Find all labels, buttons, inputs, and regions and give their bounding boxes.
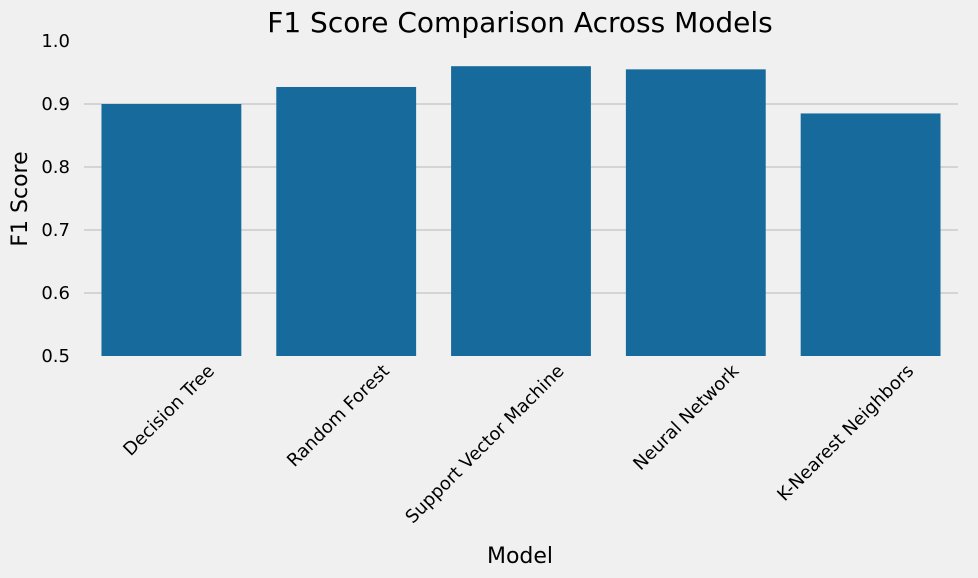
bar-support-vector-machine xyxy=(451,66,591,356)
bars-group xyxy=(101,66,941,357)
y-tick-label: 0.5 xyxy=(41,346,70,367)
y-tick-label: 0.7 xyxy=(41,220,70,241)
bar-k-nearest-neighbors xyxy=(800,113,941,356)
bar-neural-network xyxy=(625,69,766,356)
y-axis-ticks: 0.5 0.6 0.7 0.8 0.9 1.0 xyxy=(41,31,70,367)
y-axis-label: F1 Score xyxy=(8,151,33,246)
bar-decision-tree xyxy=(101,104,242,356)
y-tick-label: 1.0 xyxy=(41,31,70,52)
y-tick-label: 0.8 xyxy=(41,157,70,178)
x-axis-label: Model xyxy=(487,544,553,569)
chart-title: F1 Score Comparison Across Models xyxy=(267,6,773,39)
bar-random-forest xyxy=(276,86,417,357)
y-tick-label: 0.9 xyxy=(41,94,70,115)
y-tick-label: 0.6 xyxy=(41,283,70,304)
